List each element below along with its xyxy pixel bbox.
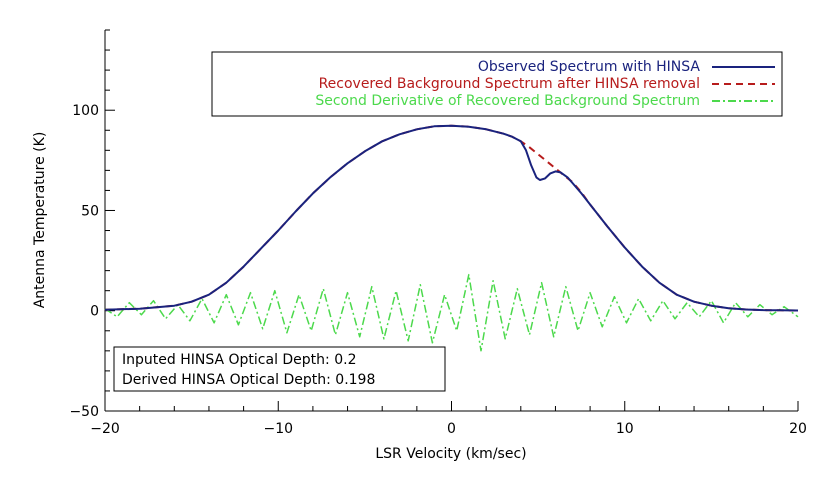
x-tick-label: −10 — [263, 421, 293, 437]
y-tick-label: 100 — [72, 103, 99, 119]
legend-label-observed: Observed Spectrum with HINSA — [478, 59, 701, 75]
legend-label-recovered: Recovered Background Spectrum after HINS… — [319, 76, 700, 92]
inputed-optical-depth-text: Inputed HINSA Optical Depth: 0.2 — [122, 352, 356, 368]
series-derivative-line — [104, 273, 799, 352]
series-observed-line — [104, 124, 799, 312]
annotation-box — [113, 346, 446, 392]
optical-depth-box: Inputed HINSA Optical Depth: 0.2 Derived… — [113, 346, 446, 392]
x-axis-label: LSR Velocity (km/sec) — [375, 446, 526, 462]
derived-optical-depth-text: Derived HINSA Optical Depth: 0.198 — [122, 372, 375, 388]
y-tick-label: 50 — [81, 203, 99, 219]
y-tick-label: −50 — [69, 404, 99, 420]
x-tick-label: 10 — [616, 421, 634, 437]
y-tick-label: 0 — [90, 304, 99, 320]
series-layer — [104, 124, 799, 352]
x-tick-label: −20 — [90, 421, 120, 437]
series-recovered-line — [104, 124, 799, 312]
x-tick-label: 20 — [789, 421, 807, 437]
y-axis-label: Antenna Temperature (K) — [32, 132, 48, 309]
x-tick-label: 0 — [447, 421, 456, 437]
legend-label-derivative: Second Derivative of Recovered Backgroun… — [315, 93, 700, 109]
legend-box — [211, 51, 783, 117]
legend: Observed Spectrum with HINSA Recovered B… — [211, 51, 783, 117]
